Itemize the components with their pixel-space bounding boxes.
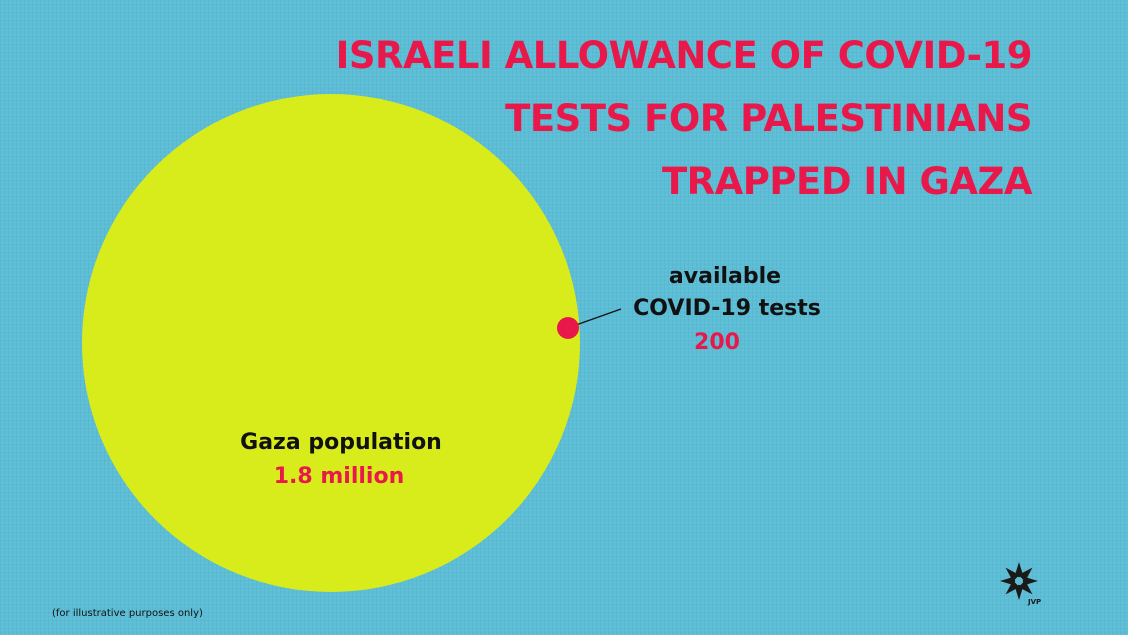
tests-leader-line — [575, 308, 622, 326]
title-line-2: TESTS FOR PALESTINIANS — [505, 97, 1032, 140]
jvp-star-logo-icon — [1000, 562, 1038, 600]
footnote: (for illustrative purposes only) — [52, 608, 203, 619]
population-value: 1.8 million — [274, 464, 405, 489]
jvp-logo-text: JVP — [1027, 598, 1041, 606]
title-line-1: ISRAELI ALLOWANCE OF COVID-19 — [335, 34, 1033, 77]
jvp-logo: JVP — [1000, 562, 1041, 606]
population-circle — [82, 94, 580, 592]
population-label: Gaza population — [240, 430, 442, 455]
title-line-3: TRAPPED IN GAZA — [661, 160, 1033, 203]
tests-label-line-2: COVID-19 tests — [633, 296, 821, 321]
chart-title: ISRAELI ALLOWANCE OF COVID-19 TESTS FOR … — [335, 24, 1033, 213]
tests-circle — [557, 317, 579, 339]
tests-value: 200 — [694, 330, 740, 355]
tests-label-line-1: available — [669, 264, 781, 289]
